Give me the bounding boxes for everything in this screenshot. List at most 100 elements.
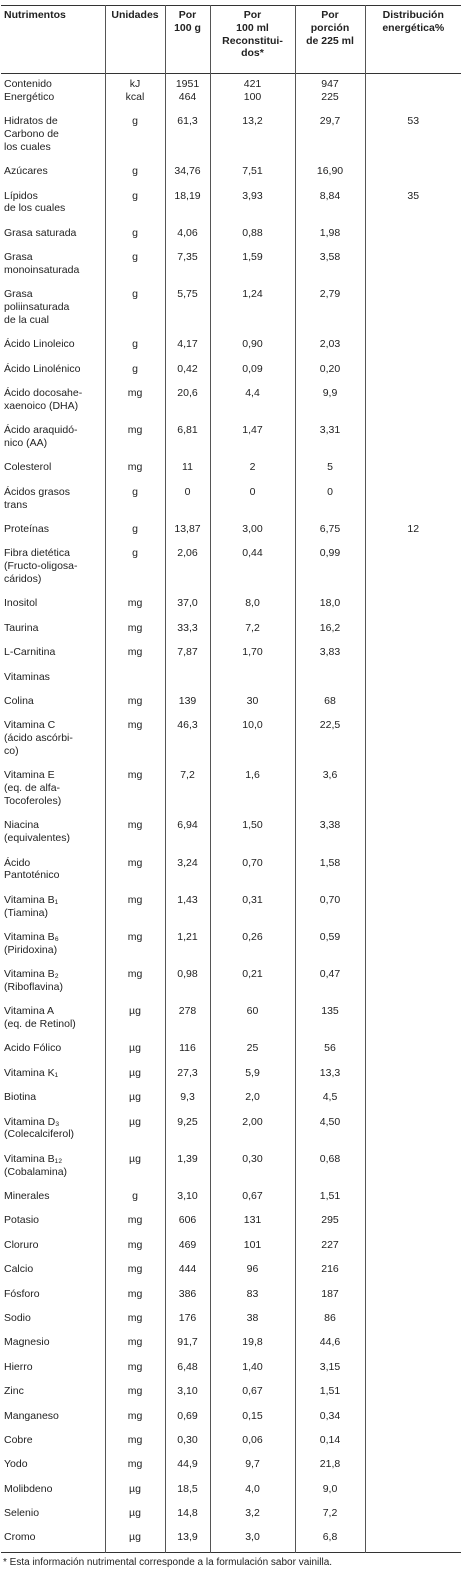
table-row: Colina mg 139 30 68 bbox=[1, 690, 461, 716]
table-cell: 0,31 bbox=[209, 889, 296, 927]
table-row: Potasio mg 606 131 295 bbox=[1, 1210, 461, 1235]
table-row: Vitamina B₁ (Tiamina) mg 1,43 0,31 0,70 bbox=[1, 889, 461, 927]
table-cell bbox=[364, 543, 461, 594]
table-cell bbox=[364, 1405, 461, 1430]
header-cell: Nutrimentos bbox=[1, 5, 106, 74]
table-cell: 0,88 bbox=[209, 222, 296, 248]
table-cell: 2 bbox=[209, 457, 296, 482]
table-cell: 83 bbox=[209, 1283, 296, 1308]
table-cell: 16,2 bbox=[294, 617, 366, 643]
table-cell: 91,7 bbox=[164, 1332, 211, 1357]
table-cell bbox=[364, 1148, 461, 1187]
table-cell: 0,20 bbox=[294, 358, 366, 384]
nutrition-table: Nutrimentos Unidades Por 100 g Por 100 ml R… bbox=[1, 5, 461, 1553]
table-row: Ácido Pantoténico mg 3,24 0,70 1,58 bbox=[1, 852, 461, 890]
table-cell: 29,7 bbox=[294, 111, 366, 162]
table-cell bbox=[364, 926, 461, 965]
table-cell: 227 bbox=[294, 1234, 366, 1260]
table-cell: 9,9 bbox=[294, 383, 366, 421]
table-cell bbox=[364, 1087, 461, 1112]
table-cell bbox=[364, 457, 461, 482]
table-cell: 18,5 bbox=[164, 1478, 211, 1504]
table-cell bbox=[364, 1259, 461, 1284]
table-cell bbox=[364, 481, 461, 520]
table-cell: 421 100 bbox=[209, 73, 296, 112]
table-cell bbox=[364, 334, 461, 359]
table-cell: 18,0 bbox=[294, 593, 366, 618]
table-cell: g bbox=[104, 247, 166, 285]
table-row: Grasa saturada g 4,06 0,88 1,98 bbox=[1, 222, 461, 248]
table-cell bbox=[364, 715, 461, 766]
table-cell: Minerales bbox=[1, 1186, 106, 1211]
table-cell: 0,68 bbox=[294, 1148, 366, 1187]
table-row: Lípidos de los cuales g 18,19 3,93 8,84 35 bbox=[1, 185, 461, 223]
table-cell: 5,75 bbox=[164, 284, 211, 335]
table-cell: 7,2 bbox=[164, 765, 211, 816]
table-cell: 3,24 bbox=[164, 852, 211, 890]
table-cell: 1,51 bbox=[294, 1381, 366, 1406]
table-cell bbox=[364, 1307, 461, 1333]
table-cell: 0,42 bbox=[164, 358, 211, 384]
table-cell: 0,30 bbox=[209, 1148, 296, 1187]
table-cell: 4,0 bbox=[209, 1478, 296, 1504]
table-cell: 0,30 bbox=[164, 1429, 211, 1455]
table-cell bbox=[364, 617, 461, 643]
page-body: Nutrimentos Unidades Por 100 g Por 100 ml R… bbox=[0, 5, 462, 1588]
table-cell bbox=[364, 815, 461, 853]
table-cell: 0,15 bbox=[209, 1405, 296, 1430]
table-cell: 7,2 bbox=[294, 1503, 366, 1528]
table-cell: 68 bbox=[294, 690, 366, 716]
table-cell: Vitaminas bbox=[1, 666, 106, 691]
table-cell bbox=[104, 666, 166, 691]
table-cell: 216 bbox=[294, 1259, 366, 1284]
table-row: Grasa poliinsaturada de la cual g 5,75 1,24… bbox=[1, 284, 461, 335]
table-cell bbox=[364, 1038, 461, 1063]
table-cell: 116 bbox=[164, 1038, 211, 1063]
table-cell bbox=[364, 1478, 461, 1504]
table-row: Grasa monoinsaturada g 7,35 1,59 3,58 bbox=[1, 247, 461, 285]
table-row: Proteínas g 13,87 3,00 6,75 12 bbox=[1, 519, 461, 544]
table-cell: 0,70 bbox=[209, 852, 296, 890]
table-cell: 46,3 bbox=[164, 715, 211, 766]
table-cell bbox=[364, 358, 461, 384]
table-cell: 0 bbox=[294, 481, 366, 520]
table-cell: g bbox=[104, 1186, 166, 1211]
table-cell: mg bbox=[104, 457, 166, 482]
table-cell: mg bbox=[104, 1283, 166, 1308]
table-cell: Hidratos de Carbono de los cuales bbox=[1, 111, 106, 162]
table-cell: Vitamina B₆ (Piridoxina) bbox=[1, 926, 106, 965]
table-cell: 6,8 bbox=[294, 1527, 366, 1553]
table-row: Yodo mg 44,9 9,7 21,8 bbox=[1, 1454, 461, 1479]
table-row: Cobre mg 0,30 0,06 0,14 bbox=[1, 1429, 461, 1455]
table-cell: g bbox=[104, 334, 166, 359]
table-cell: g bbox=[104, 284, 166, 335]
table-header: Nutrimentos Unidades Por 100 g Por 100 ml R… bbox=[1, 5, 461, 74]
table-cell: 0,21 bbox=[209, 964, 296, 1002]
table-row: Cromo µg 13,9 3,0 6,8 bbox=[1, 1527, 461, 1553]
table-cell: 96 bbox=[209, 1259, 296, 1284]
table-cell: Azúcares bbox=[1, 161, 106, 186]
table-cell: 3,00 bbox=[209, 519, 296, 544]
table-cell: Vitamina D₃ (Colecalciferol) bbox=[1, 1111, 106, 1149]
table-row: Zinc mg 3,10 0,67 1,51 bbox=[1, 1381, 461, 1406]
table-cell: Niacina (equivalentes) bbox=[1, 815, 106, 853]
table-row: Ácidos grasos trans g 0 0 0 bbox=[1, 481, 461, 520]
table-cell bbox=[364, 593, 461, 618]
table-cell: 1,6 bbox=[209, 765, 296, 816]
table-cell: Yodo bbox=[1, 1454, 106, 1479]
table-row: Vitamina K₁ µg 27,3 5,9 13,3 bbox=[1, 1062, 461, 1088]
table-cell: Inositol bbox=[1, 593, 106, 618]
table-cell: 3,2 bbox=[209, 1503, 296, 1528]
table-cell: 10,0 bbox=[209, 715, 296, 766]
table-cell: 34,76 bbox=[164, 161, 211, 186]
table-cell: g bbox=[104, 481, 166, 520]
table-cell bbox=[364, 852, 461, 890]
table-cell: 1,40 bbox=[209, 1356, 296, 1382]
table-cell: 13,2 bbox=[209, 111, 296, 162]
table-cell bbox=[364, 222, 461, 248]
table-row: Vitaminas bbox=[1, 666, 461, 691]
table-cell: Grasa monoinsaturada bbox=[1, 247, 106, 285]
table-cell: Ácido araquidó- nico (AA) bbox=[1, 420, 106, 458]
table-cell: 53 bbox=[364, 111, 461, 162]
table-cell: mg bbox=[104, 852, 166, 890]
